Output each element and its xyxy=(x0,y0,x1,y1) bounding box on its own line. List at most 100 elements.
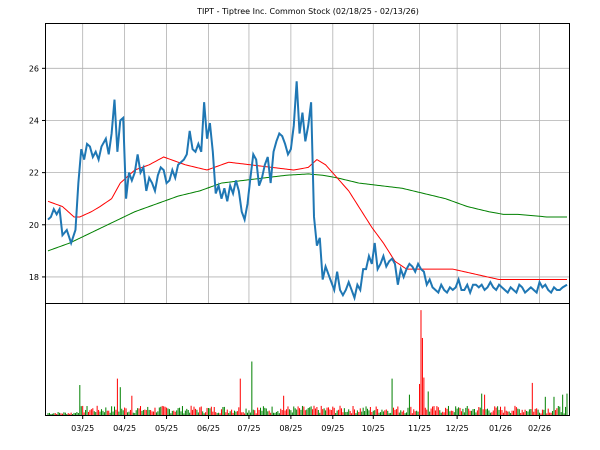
volume-bar xyxy=(199,407,201,415)
x-tick-label: 05/25 xyxy=(155,424,178,433)
volume-bar xyxy=(456,408,458,415)
volume-bar xyxy=(297,406,299,415)
volume-bar xyxy=(433,406,435,415)
volume-bar xyxy=(128,411,130,415)
volume-bar xyxy=(508,411,510,415)
volume-bar xyxy=(216,413,218,415)
volume-bar xyxy=(181,406,183,415)
volume-bar xyxy=(83,412,85,415)
volume-bar xyxy=(184,410,186,415)
volume-bar xyxy=(92,408,94,415)
x-tick-label: 02/26 xyxy=(528,424,551,433)
volume-bar xyxy=(322,409,324,415)
volume-bar xyxy=(145,410,147,415)
volume-bar xyxy=(129,409,131,415)
volume-bar xyxy=(307,407,309,415)
volume-bar xyxy=(275,411,277,415)
volume-bar xyxy=(70,412,72,415)
volume-bar xyxy=(465,407,467,415)
volume-bar xyxy=(102,410,104,415)
volume-bar xyxy=(436,406,438,415)
volume-bar xyxy=(510,413,512,415)
volume-bar xyxy=(500,406,501,415)
volume-bar xyxy=(475,412,477,415)
y-tick-label: 24 xyxy=(29,116,39,125)
volume-bar xyxy=(293,406,295,415)
volume-bar xyxy=(426,409,428,415)
volume-bar xyxy=(69,413,71,415)
volume-bar xyxy=(209,408,211,415)
volume-bar xyxy=(147,406,149,415)
volume-bar xyxy=(381,409,383,415)
volume-bar xyxy=(274,412,276,415)
volume-bar xyxy=(257,407,259,415)
volume-bar xyxy=(408,394,410,415)
volume-bar xyxy=(429,411,431,415)
volume-bar xyxy=(114,406,115,415)
chart-title: TIPT - Tiptree Inc. Common Stock (02/18/… xyxy=(196,7,419,16)
volume-bar xyxy=(566,393,568,415)
volume-bar xyxy=(330,409,332,415)
volume-bar xyxy=(445,407,447,415)
volume-bar xyxy=(244,413,246,415)
volume-bar xyxy=(537,409,539,415)
volume-bar xyxy=(552,411,554,415)
volume-bar xyxy=(48,412,50,415)
volume-bar xyxy=(303,406,305,415)
volume-bar xyxy=(223,406,225,415)
x-tick-label: 01/26 xyxy=(489,424,512,433)
volume-bar xyxy=(158,407,160,415)
volume-bar xyxy=(288,409,290,415)
volume-bar xyxy=(368,410,370,415)
volume-bar xyxy=(417,411,419,415)
volume-bar xyxy=(109,412,111,415)
volume-bar xyxy=(90,409,92,415)
volume-bar xyxy=(452,410,454,415)
volume-bar xyxy=(176,410,178,415)
volume-bar xyxy=(160,406,162,415)
volume-bar xyxy=(481,393,483,415)
volume-bar xyxy=(478,407,480,415)
volume-bar xyxy=(194,408,196,415)
volume-bar xyxy=(76,412,78,415)
volume-bar xyxy=(66,414,68,415)
volume-bar xyxy=(395,409,397,415)
volume-bar xyxy=(421,337,423,415)
volume-bar xyxy=(520,412,522,415)
volume-bar xyxy=(367,408,368,415)
volume-bar xyxy=(135,410,137,415)
volume-bar xyxy=(423,377,425,415)
volume-bar xyxy=(203,413,205,415)
volume-bar xyxy=(229,411,231,415)
volume-bar xyxy=(329,409,331,415)
volume-bar xyxy=(138,408,140,415)
volume-bar xyxy=(167,408,169,415)
volume-bar xyxy=(79,385,81,415)
volume-bar xyxy=(241,412,243,415)
volume-bar xyxy=(502,412,504,415)
volume-bar xyxy=(177,408,179,415)
volume-bar xyxy=(404,413,406,415)
volume-bar xyxy=(174,411,176,415)
volume-bar xyxy=(326,407,328,415)
volume-bar xyxy=(248,410,250,415)
volume-bar xyxy=(495,407,497,415)
volume-bar xyxy=(61,413,63,415)
volume-bar xyxy=(85,409,87,415)
volume-bar xyxy=(206,407,208,415)
volume-bar xyxy=(515,407,517,415)
y-tick-label: 20 xyxy=(29,221,39,230)
volume-bar xyxy=(100,409,102,415)
volume-bar xyxy=(82,405,84,415)
volume-bar xyxy=(453,412,455,415)
volume-bar xyxy=(352,406,354,415)
volume-bar xyxy=(549,412,551,415)
volume-bar xyxy=(192,409,194,415)
volume-bar xyxy=(492,410,494,415)
volume-bar xyxy=(57,412,59,415)
volume-bar xyxy=(442,411,444,415)
volume-bar xyxy=(309,407,311,415)
volume-bar xyxy=(281,410,283,415)
volume-bar xyxy=(150,410,152,415)
y-tick-label: 22 xyxy=(29,169,39,178)
